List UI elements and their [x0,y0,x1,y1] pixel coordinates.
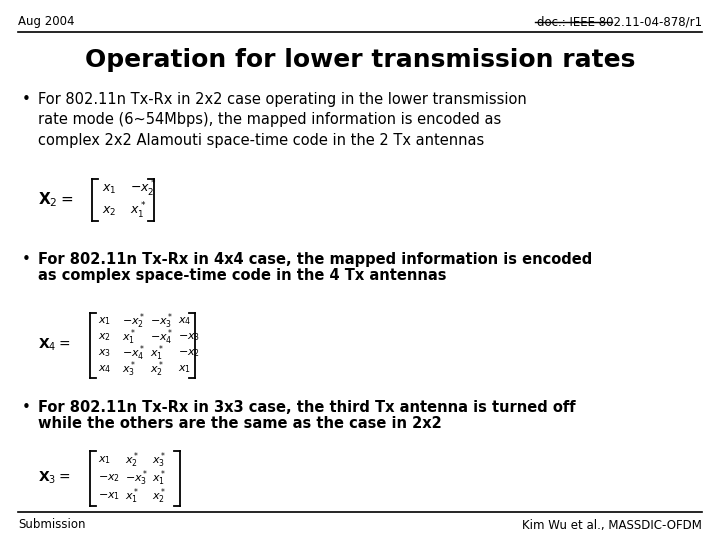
Text: For 802.11n Tx-Rx in 3x3 case, the third Tx antenna is turned off: For 802.11n Tx-Rx in 3x3 case, the third… [38,400,575,415]
Text: $-x_3^*$: $-x_3^*$ [125,468,148,488]
Text: Operation for lower transmission rates: Operation for lower transmission rates [85,48,635,72]
Text: $x_1^*$: $x_1^*$ [122,327,137,347]
Text: $x_1$: $x_1$ [98,454,111,466]
Text: $-x_2^*$: $-x_2^*$ [122,311,145,331]
Text: $-x_3$: $-x_3$ [178,331,200,343]
Text: $x_3^*$: $x_3^*$ [122,359,137,379]
Text: $x_1^*$: $x_1^*$ [125,486,140,506]
Text: $x_3$: $x_3$ [98,347,111,359]
Text: $\mathbf{X}_3 =$: $\mathbf{X}_3 =$ [38,470,71,486]
Text: Submission: Submission [18,518,86,531]
Text: Kim Wu et al., MASSDIC-OFDM: Kim Wu et al., MASSDIC-OFDM [522,518,702,531]
Text: while the others are the same as the case in 2x2: while the others are the same as the cas… [38,416,442,431]
Text: For 802.11n Tx-Rx in 2x2 case operating in the lower transmission
rate mode (6~5: For 802.11n Tx-Rx in 2x2 case operating … [38,92,527,148]
Text: For 802.11n Tx-Rx in 4x4 case, the mapped information is encoded: For 802.11n Tx-Rx in 4x4 case, the mappe… [38,252,593,267]
Text: $x_3^*$: $x_3^*$ [152,450,166,470]
Text: $x_1$: $x_1$ [102,183,117,195]
Text: $-x_2$: $-x_2$ [178,347,200,359]
Text: $x_2^*$: $x_2^*$ [152,486,166,506]
Text: $\mathbf{X}_2 =$: $\mathbf{X}_2 =$ [38,191,73,210]
Text: $x_4$: $x_4$ [98,363,112,375]
Text: doc.: IEEE 802.11-04-878/r1: doc.: IEEE 802.11-04-878/r1 [537,16,702,29]
Text: •: • [22,400,31,415]
Text: •: • [22,252,31,267]
Text: $x_1^*$: $x_1^*$ [130,201,146,221]
Text: as complex space-time code in the 4 Tx antennas: as complex space-time code in the 4 Tx a… [38,268,446,283]
Text: $x_1^*$: $x_1^*$ [150,343,164,363]
Text: $x_1^*$: $x_1^*$ [152,468,166,488]
Text: $-x_1$: $-x_1$ [98,490,120,502]
Text: $x_2^*$: $x_2^*$ [125,450,140,470]
Text: $-x_3^*$: $-x_3^*$ [150,311,174,331]
Text: $-x_4^*$: $-x_4^*$ [122,343,145,363]
Text: $x_4$: $x_4$ [178,315,192,327]
Text: $-x_2^*$: $-x_2^*$ [130,179,156,199]
Text: $x_1$: $x_1$ [178,363,191,375]
Text: $x_2$: $x_2$ [98,331,111,343]
Text: •: • [22,92,31,107]
Text: $x_1$: $x_1$ [98,315,111,327]
Text: $-x_4^*$: $-x_4^*$ [150,327,174,347]
Text: $x_2^*$: $x_2^*$ [150,359,164,379]
Text: $\mathbf{X}_4 =$: $\mathbf{X}_4 =$ [38,337,71,353]
Text: Aug 2004: Aug 2004 [18,16,74,29]
Text: $-x_2$: $-x_2$ [98,472,120,484]
Text: $x_2$: $x_2$ [102,205,117,218]
